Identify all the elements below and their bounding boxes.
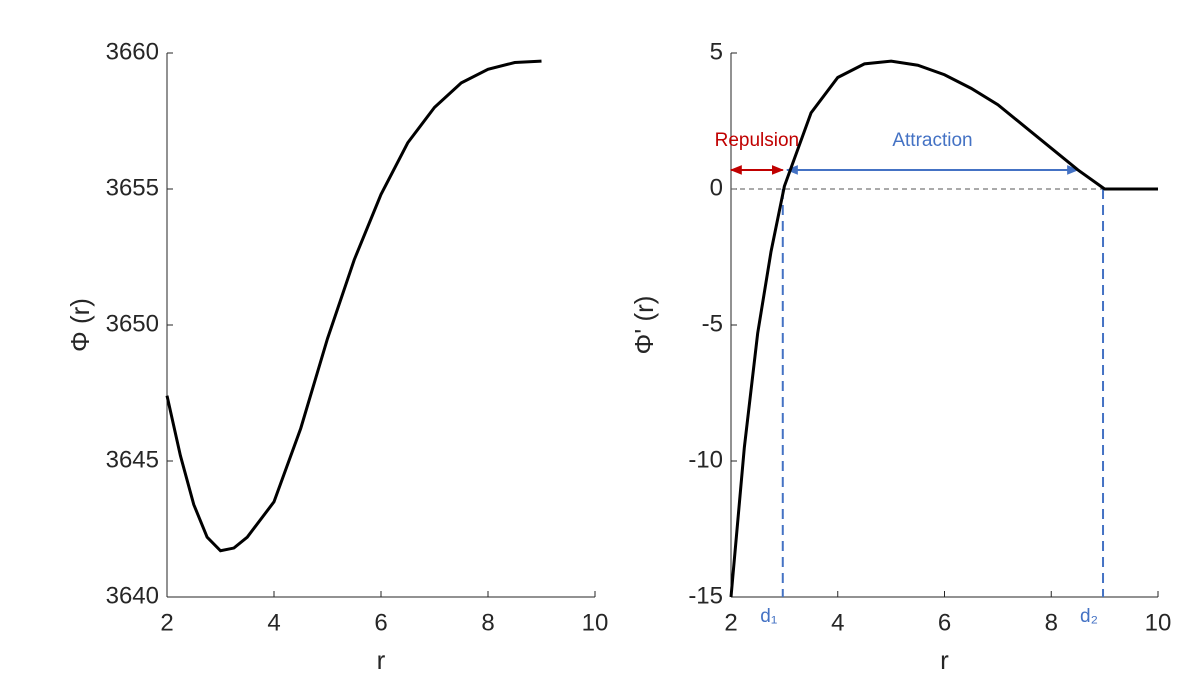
marker-label: d₁ [760, 606, 777, 627]
x-tick-label: 2 [724, 609, 737, 636]
y-tick-label: -15 [688, 582, 723, 609]
y-axis-label: Φ' (r) [629, 296, 659, 355]
y-tick-label: -5 [702, 310, 723, 337]
data-line [165, 59, 542, 553]
y-tick-label: 3650 [106, 310, 159, 337]
x-tick-label: 10 [1145, 609, 1172, 636]
y-tick-label: 3645 [106, 446, 159, 473]
y-tick-label: -10 [688, 446, 723, 473]
marker-label: d₂ [1080, 606, 1098, 627]
span-label: Repulsion [715, 130, 800, 151]
x-tick-label: 4 [831, 609, 844, 636]
y-tick-label: 3640 [106, 582, 159, 609]
x-tick-label: 6 [374, 609, 387, 636]
x-axis-label: r [377, 645, 386, 675]
span-label: Attraction [892, 130, 972, 151]
y-tick-label: 3655 [106, 174, 159, 201]
y-tick-label: 0 [710, 174, 723, 201]
x-tick-label: 6 [938, 609, 951, 636]
x-tick-label: 8 [1045, 609, 1058, 636]
y-axis-label: Φ (r) [65, 298, 95, 352]
data-line [729, 59, 1158, 598]
x-axis-label: r [940, 645, 949, 675]
y-tick-label: 5 [710, 38, 723, 65]
x-tick-label: 8 [481, 609, 494, 636]
x-tick-label: 10 [582, 609, 609, 636]
y-tick-label: 3660 [106, 38, 159, 65]
x-tick-label: 2 [160, 609, 173, 636]
x-tick-label: 4 [267, 609, 280, 636]
